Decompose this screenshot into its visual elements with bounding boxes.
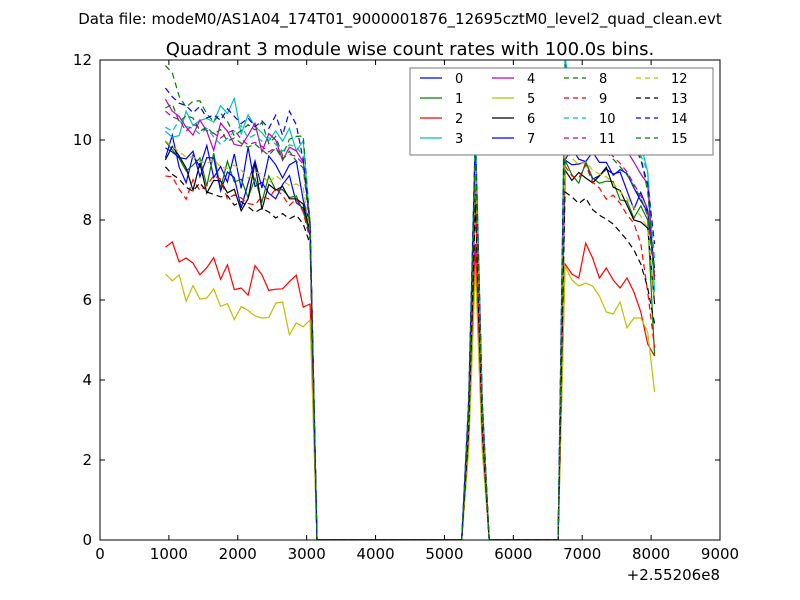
y-tick-label: 4 xyxy=(82,371,92,389)
series-line-8 xyxy=(164,63,656,540)
x-tick-label: 8000 xyxy=(632,545,670,563)
legend-label-2: 2 xyxy=(455,112,463,127)
y-tick-label: 10 xyxy=(73,131,92,149)
series-line-5 xyxy=(164,265,656,540)
legend-label-7: 7 xyxy=(527,132,535,147)
y-tick-label: 2 xyxy=(82,451,92,469)
legend-label-15: 15 xyxy=(671,132,688,147)
x-tick-label: 2000 xyxy=(219,545,257,563)
x-tick-label: 3000 xyxy=(288,545,326,563)
y-tick-label: 6 xyxy=(82,291,92,309)
x-tick-label: 4000 xyxy=(356,545,394,563)
series-line-4 xyxy=(164,98,656,540)
series-line-2 xyxy=(165,241,656,540)
x-tick-label: 9000 xyxy=(701,545,739,563)
legend-label-9: 9 xyxy=(599,92,607,107)
figure-suptitle: Data file: modeM0/AS1A04_174T01_90000018… xyxy=(78,10,722,29)
legend-label-6: 6 xyxy=(527,112,535,127)
legend-label-3: 3 xyxy=(455,132,463,147)
legend-label-8: 8 xyxy=(599,72,607,87)
legend-label-4: 4 xyxy=(527,72,535,87)
legend-label-5: 5 xyxy=(527,92,535,107)
chart-title: Quadrant 3 module wise count rates with … xyxy=(166,39,655,60)
series-line-7 xyxy=(165,146,656,540)
y-tick-label: 8 xyxy=(82,211,92,229)
x-tick-label: 7000 xyxy=(563,545,601,563)
legend-label-14: 14 xyxy=(671,112,688,127)
legend-label-12: 12 xyxy=(671,72,688,87)
y-tick-label: 12 xyxy=(73,51,92,69)
series-line-12 xyxy=(165,140,656,540)
legend-label-13: 13 xyxy=(671,92,688,107)
series-line-9 xyxy=(165,163,656,540)
x-offset-label: +2.55206e8 xyxy=(627,566,720,584)
series-line-15 xyxy=(165,103,656,540)
legend-frame xyxy=(409,67,714,156)
x-tick-label: 1000 xyxy=(150,545,188,563)
legend-label-0: 0 xyxy=(455,72,463,87)
legend-label-11: 11 xyxy=(599,132,616,147)
series-line-0 xyxy=(164,132,656,540)
legend-label-1: 1 xyxy=(455,92,463,107)
ticks-layer: 0 1000 2000 3000 4000 5000 6000 7000 8000 9000 0 2 4… xyxy=(73,51,739,563)
series-line-13 xyxy=(164,166,656,540)
legend-label-10: 10 xyxy=(599,112,616,127)
series-line-6 xyxy=(164,145,656,540)
y-tick-label: 0 xyxy=(82,531,92,549)
x-tick-label: 0 xyxy=(95,545,105,563)
x-tick-label: 5000 xyxy=(425,545,463,563)
x-tick-label: 6000 xyxy=(494,545,532,563)
